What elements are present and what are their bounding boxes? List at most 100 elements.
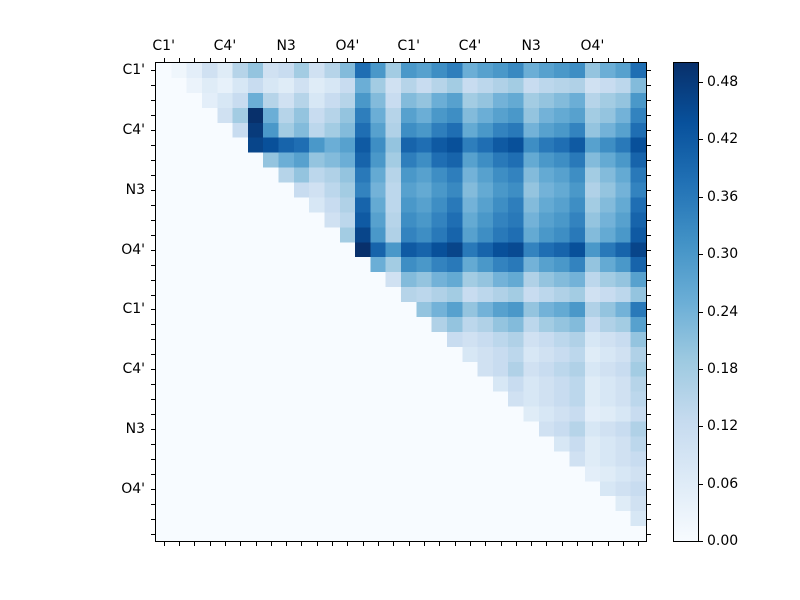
axis-tick [151, 205, 155, 206]
x-tick-label: O4' [580, 38, 605, 54]
axis-tick [151, 70, 155, 71]
axis-tick [647, 384, 651, 385]
colorbar-tick [699, 197, 703, 198]
axis-tick [271, 58, 272, 62]
axis-tick [393, 542, 394, 546]
x-tick-label: C4' [458, 38, 482, 54]
y-tick-label: C1' [122, 62, 145, 79]
axis-tick [347, 542, 348, 546]
axis-tick [194, 58, 195, 62]
axis-tick [225, 58, 226, 62]
axis-tick [647, 160, 651, 161]
axis-tick [151, 85, 155, 86]
axis-tick [332, 58, 333, 62]
axis-tick [151, 280, 155, 281]
axis-tick [577, 58, 578, 62]
axis-tick [608, 542, 609, 546]
axis-tick [256, 58, 257, 62]
axis-tick [439, 542, 440, 546]
axis-tick [164, 542, 165, 546]
axis-tick [647, 190, 651, 191]
axis-tick [516, 58, 517, 62]
axis-tick [647, 324, 651, 325]
axis-tick [363, 58, 364, 62]
axis-tick [151, 369, 155, 370]
axis-tick [501, 58, 502, 62]
axis-tick [647, 444, 651, 445]
axis-tick [647, 130, 651, 131]
colorbar-tick-label: 0.18 [707, 361, 739, 377]
axis-tick [647, 145, 651, 146]
axis-tick [151, 504, 155, 505]
y-tick-label: N3 [125, 420, 145, 437]
axis-tick [647, 519, 651, 520]
y-tick-label: N3 [125, 181, 145, 198]
axis-tick [455, 542, 456, 546]
axis-tick [317, 542, 318, 546]
axis-tick [577, 542, 578, 546]
axis-tick [179, 542, 180, 546]
axis-tick [164, 58, 165, 62]
axis-tick [623, 542, 624, 546]
axis-tick [647, 429, 651, 430]
x-tick-label: C1' [152, 38, 175, 54]
axis-tick [151, 444, 155, 445]
axis-tick [647, 399, 651, 400]
axis-tick [647, 414, 651, 415]
axis-tick [647, 354, 651, 355]
axis-tick [485, 542, 486, 546]
axis-tick [592, 542, 593, 546]
axis-tick [151, 295, 155, 296]
colorbar-tick-label: 0.12 [707, 418, 739, 434]
colorbar [673, 62, 699, 542]
axis-tick [286, 542, 287, 546]
x-tick-label: O4' [335, 38, 360, 54]
axis-tick [501, 542, 502, 546]
axis-tick [647, 339, 651, 340]
axis-tick [378, 542, 379, 546]
axis-tick [151, 384, 155, 385]
axis-tick [562, 58, 563, 62]
axis-tick [647, 250, 651, 251]
axis-tick [151, 100, 155, 101]
y-tick-label: O4' [121, 241, 145, 258]
colorbar-tick-label: 0.24 [707, 304, 739, 320]
axis-tick [179, 58, 180, 62]
axis-tick [151, 429, 155, 430]
axis-tick [151, 414, 155, 415]
axis-tick [210, 542, 211, 546]
axis-tick [516, 542, 517, 546]
axis-tick [647, 100, 651, 101]
axis-tick [151, 160, 155, 161]
axis-tick [647, 280, 651, 281]
axis-tick [638, 542, 639, 546]
x-tick-label: N3 [276, 38, 296, 54]
axis-tick [256, 542, 257, 546]
axis-tick [151, 474, 155, 475]
axis-tick [151, 324, 155, 325]
colorbar-tick-label: 0.42 [707, 131, 739, 147]
colorbar-tick [699, 254, 703, 255]
colorbar-tick [699, 484, 703, 485]
axis-tick [332, 542, 333, 546]
colorbar-tick [699, 369, 703, 370]
axis-tick [240, 542, 241, 546]
axis-tick [151, 250, 155, 251]
axis-tick [647, 205, 651, 206]
colorbar-tick [699, 312, 703, 313]
axis-tick [485, 58, 486, 62]
axis-tick [317, 58, 318, 62]
colorbar-tick [699, 82, 703, 83]
axis-tick [363, 542, 364, 546]
axis-tick [409, 58, 410, 62]
axis-tick [151, 459, 155, 460]
axis-tick [592, 58, 593, 62]
axis-tick [151, 115, 155, 116]
colorbar-gradient [674, 63, 698, 541]
y-tick-label: C4' [122, 361, 145, 378]
axis-tick [424, 542, 425, 546]
colorbar-tick [699, 426, 703, 427]
colorbar-tick-label: 0.06 [707, 476, 739, 492]
axis-tick [623, 58, 624, 62]
axis-tick [562, 542, 563, 546]
